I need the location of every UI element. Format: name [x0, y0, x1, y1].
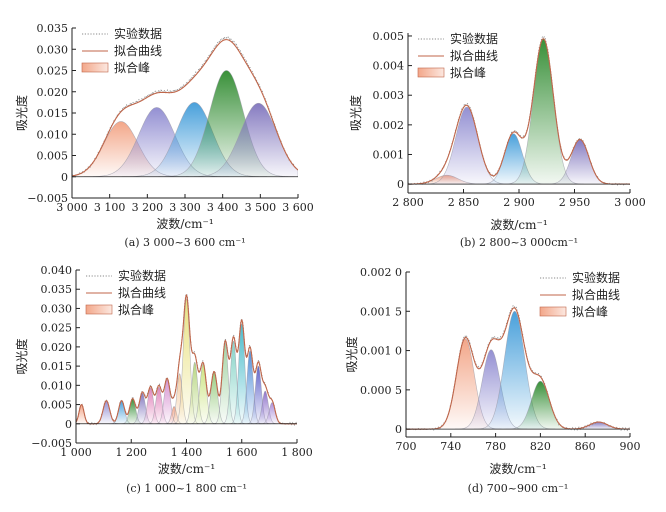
legend-experimental-label: 实验数据	[572, 270, 620, 285]
x-tick-label: 1 600	[226, 446, 258, 459]
legend-fit-curve-label: 拟合曲线	[114, 43, 162, 58]
y-tick-label: 0.004	[373, 60, 405, 73]
fit-curve-line	[408, 38, 630, 185]
y-tick-label: 0.040	[41, 264, 73, 277]
x-tick-label: 3 400	[207, 201, 239, 214]
plot-area	[406, 304, 630, 432]
x-tick-label: 780	[485, 440, 506, 453]
x-tick-label: 1 800	[281, 446, 313, 459]
y-tick-label: 0.030	[41, 302, 73, 315]
panel-caption: (d) 700~900 cm⁻¹	[468, 482, 569, 495]
fit-curve-line	[76, 294, 297, 425]
x-tick-label: 700	[396, 440, 417, 453]
x-tick-label: 3 500	[245, 201, 277, 214]
x-axis-label: 波数/cm⁻¹	[490, 217, 547, 232]
y-tick-label: 0.005	[41, 399, 73, 412]
panel-caption: (a) 3 000~3 600 cm⁻¹	[124, 236, 245, 249]
x-tick-label: 2 950	[559, 196, 591, 209]
legend-fit-curve-label: 拟合曲线	[572, 287, 620, 302]
legend-fit-peak-swatch	[85, 304, 113, 315]
legend-fit-peak-label: 拟合峰	[450, 65, 486, 80]
y-tick-label: 0	[397, 178, 404, 191]
y-axis-label: 吸光度	[14, 95, 29, 131]
y-tick-label: 0.030	[37, 43, 69, 56]
legend-fit-peak-label: 拟合峰	[118, 302, 154, 317]
legend-fit-curve-label: 拟合曲线	[118, 285, 166, 300]
y-tick-label: −0.005	[31, 437, 72, 450]
y-tick-label: 0.002 0	[360, 266, 402, 279]
y-tick-label: 0	[65, 418, 72, 431]
x-tick-label: 1 400	[171, 446, 203, 459]
y-tick-label: 0.025	[41, 322, 73, 335]
x-tick-label: 900	[620, 440, 641, 453]
x-tick-label: 860	[575, 440, 596, 453]
y-tick-label: 0.005	[373, 30, 405, 43]
y-tick-label: −0.005	[27, 192, 68, 205]
x-tick-label: 2 900	[503, 196, 535, 209]
legend-fit-peak-swatch	[539, 306, 567, 317]
y-tick-label: 0.020	[41, 341, 73, 354]
y-tick-label: 0	[395, 423, 402, 436]
legend-experimental-label: 实验数据	[450, 31, 498, 46]
chart-panel-a: 3 000 3 100 3 200 3 300 3 400 3 500 3 600 −0.00…	[14, 22, 314, 249]
y-axis-label: 吸光度	[344, 336, 359, 372]
plot-area	[76, 293, 297, 427]
y-tick-label: 0.015	[37, 107, 69, 120]
legend-fit-peak-label: 拟合峰	[572, 304, 608, 319]
legend-experimental-label: 实验数据	[114, 26, 162, 41]
y-tick-label: 0.035	[37, 22, 69, 35]
y-axis-label: 吸光度	[348, 95, 363, 131]
y-tick-label: 0.010	[41, 379, 73, 392]
y-tick-label: 0.005	[37, 150, 69, 163]
x-tick-label: 1 000	[60, 446, 92, 459]
y-tick-label: 0.001 0	[360, 345, 402, 358]
panel-caption: (c) 1 000~1 800 cm⁻¹	[126, 482, 247, 495]
legend-fit-peak-label: 拟合峰	[114, 60, 150, 75]
y-tick-label: 0.010	[37, 128, 69, 141]
plot-area	[408, 35, 630, 187]
y-tick-label: 0.035	[41, 283, 73, 296]
x-tick-label: 2 800	[392, 196, 424, 209]
x-axis-label: 波数/cm⁻¹	[489, 461, 546, 476]
y-axis-label: 吸光度	[14, 338, 29, 374]
legend-experimental-label: 实验数据	[118, 268, 166, 283]
legend-fit-peak-swatch	[417, 67, 445, 78]
y-tick-label: 0	[61, 171, 68, 184]
x-tick-label: 3 000	[614, 196, 646, 209]
x-axis-label: 波数/cm⁻¹	[156, 216, 213, 231]
y-tick-label: 0.001 5	[360, 305, 402, 318]
y-tick-label: 0.000 5	[360, 384, 402, 397]
x-tick-label: 1 200	[116, 446, 148, 459]
x-axis-label: 波数/cm⁻¹	[158, 461, 215, 476]
chart-panel-c: 1 000 1 200 1 400 1 600 1 800 −0.005 0 0.005 0.0…	[14, 264, 313, 495]
x-tick-label: 3 200	[132, 201, 164, 214]
y-tick-label: 0.020	[37, 86, 69, 99]
x-tick-label: 3 600	[282, 201, 314, 214]
panel-caption: (b) 2 800~3 000cm⁻¹	[460, 236, 578, 249]
x-tick-label: 3 100	[94, 201, 126, 214]
x-tick-label: 820	[530, 440, 551, 453]
legend-fit-peak-swatch	[81, 62, 109, 73]
y-tick-label: 0.001	[373, 148, 405, 161]
x-tick-label: 3 000	[56, 201, 88, 214]
x-tick-label: 740	[440, 440, 461, 453]
fit-curve-line	[72, 39, 298, 177]
plot-area	[72, 35, 298, 178]
fit-curve-line	[406, 307, 630, 430]
x-tick-label: 2 850	[448, 196, 480, 209]
y-tick-label: 0.003	[373, 89, 405, 102]
y-tick-label: 0.002	[373, 119, 405, 132]
chart-panel-d: 700 740 780 820 860 900 0 0.000 5 0.001 0 0.001 5…	[344, 266, 641, 495]
x-tick-label: 3 300	[169, 201, 201, 214]
y-tick-label: 0.015	[41, 360, 73, 373]
y-tick-label: 0.025	[37, 65, 69, 78]
chart-panel-b: 2 800 2 850 2 900 2 950 3 000 0 0.001 0.002 0.00…	[348, 30, 646, 249]
legend-fit-curve-label: 拟合曲线	[450, 48, 498, 63]
